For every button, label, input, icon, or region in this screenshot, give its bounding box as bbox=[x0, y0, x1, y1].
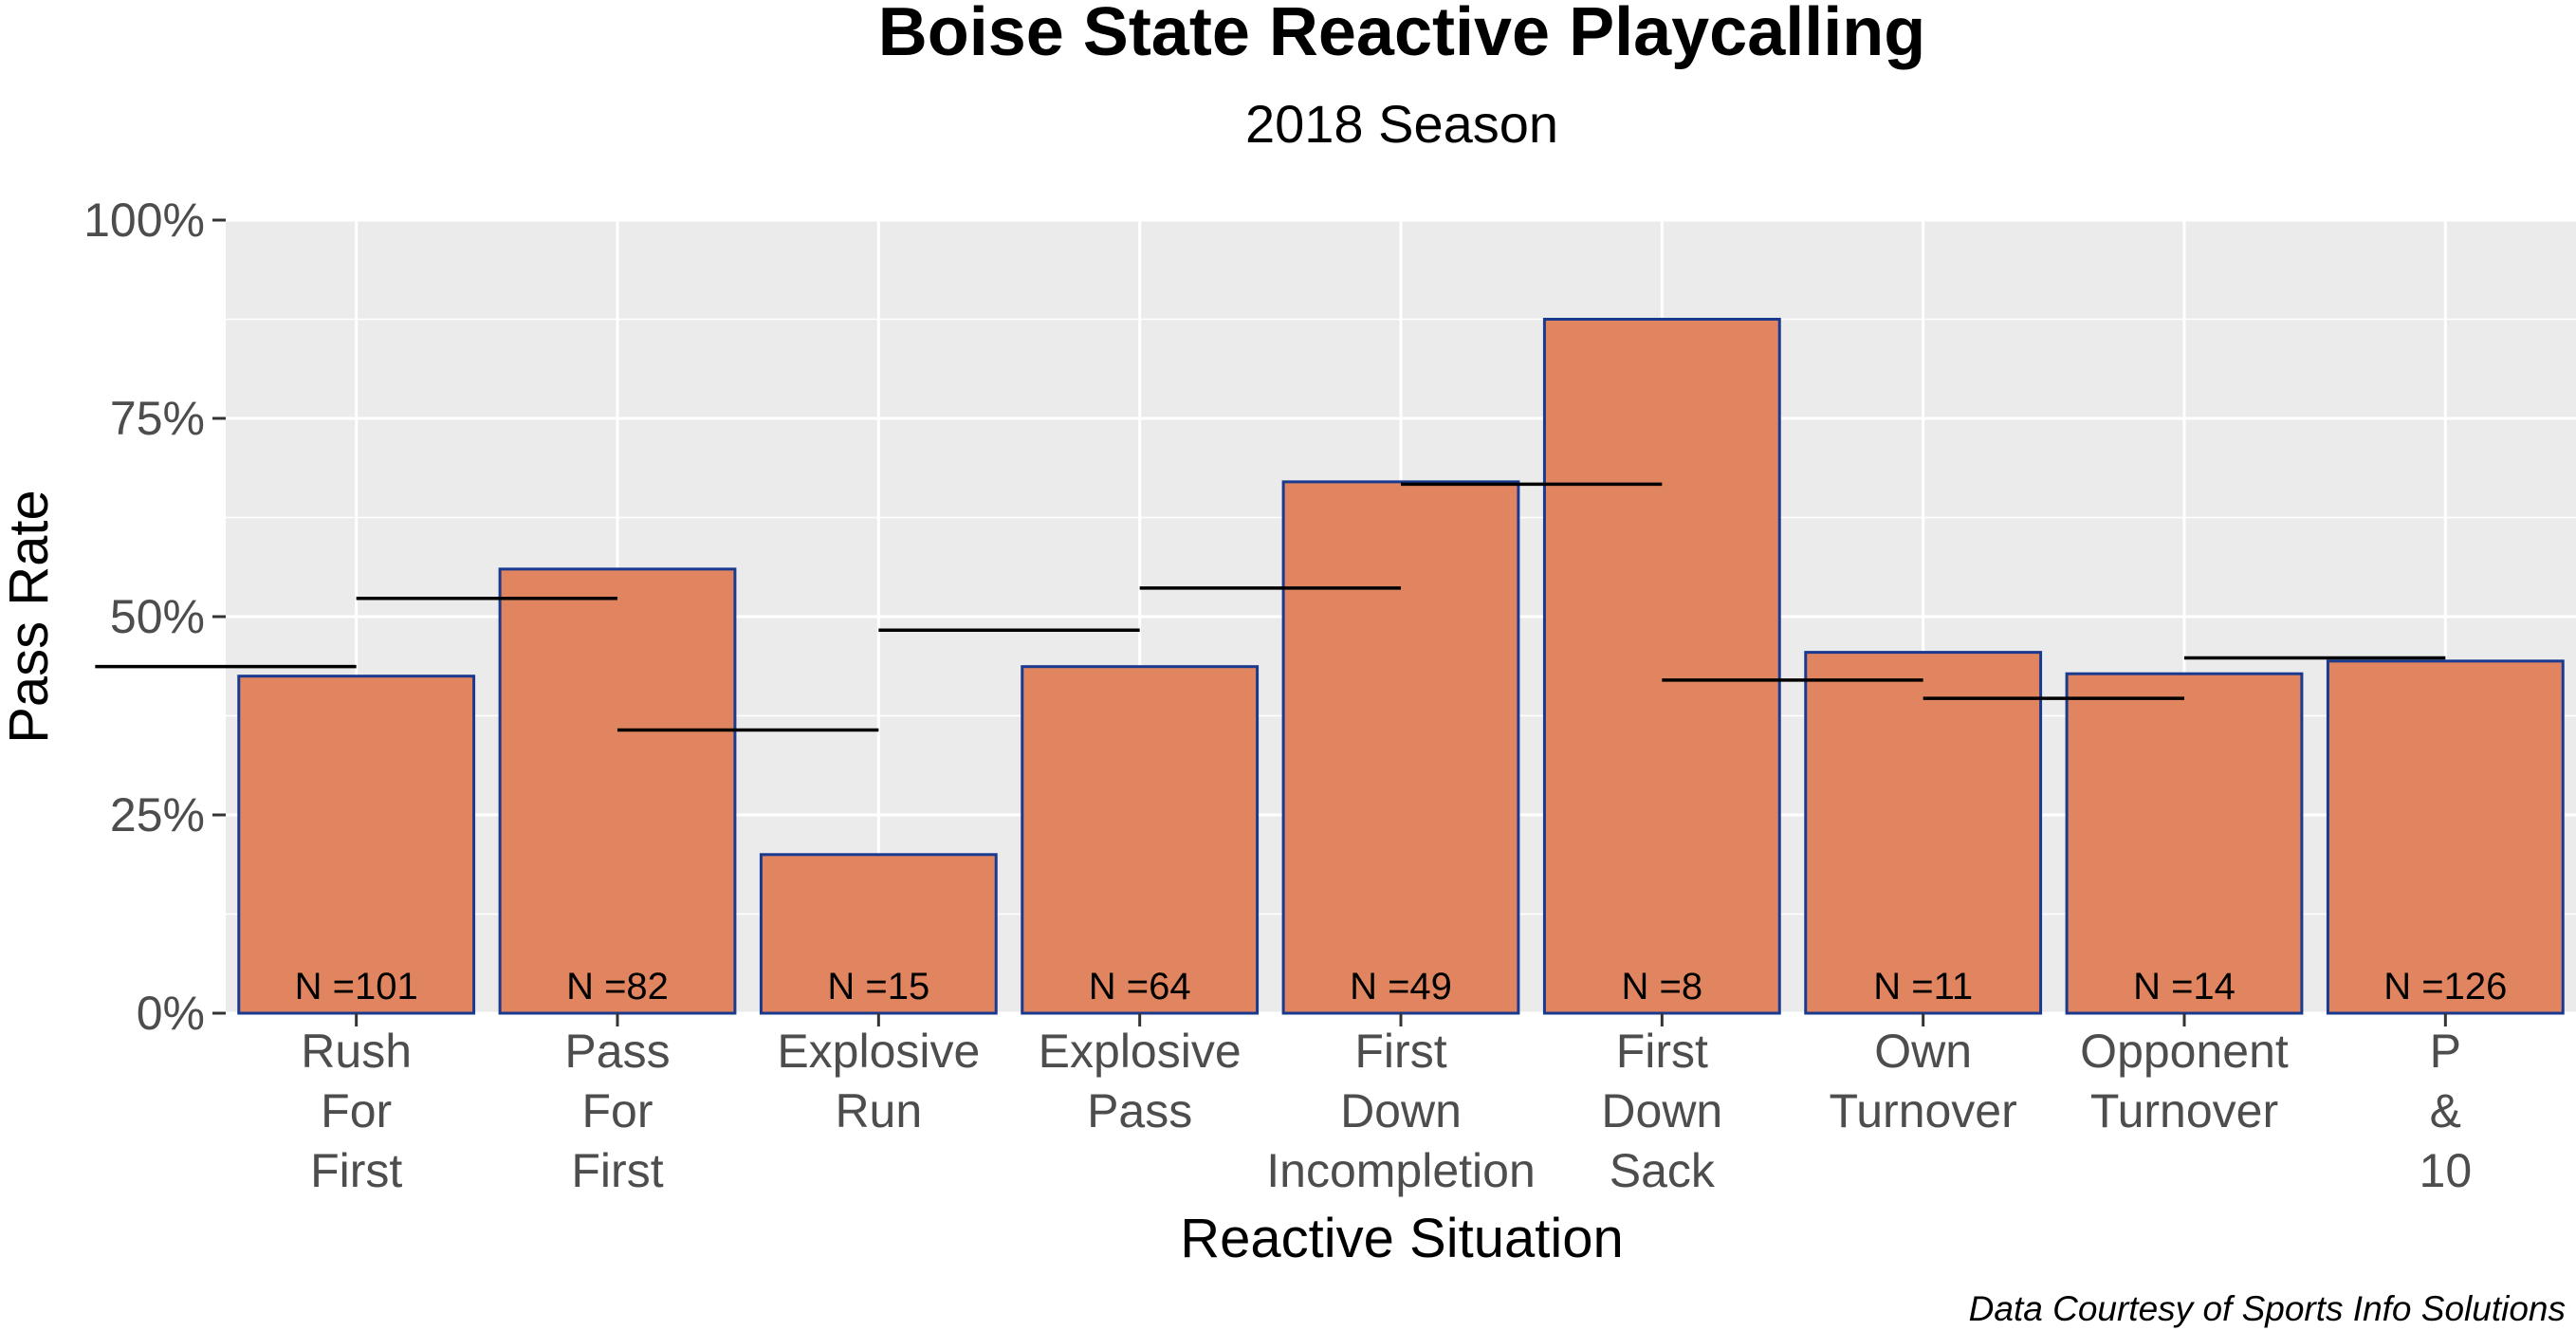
x-tick-label-line: P bbox=[2430, 1025, 2461, 1078]
y-tick-label: 75% bbox=[110, 392, 205, 445]
x-tick-label: First Down Sack bbox=[1601, 1025, 1722, 1197]
bar bbox=[1021, 665, 1260, 1015]
chart-caption: Data Courtesy of Sports Info Solutions bbox=[1969, 1289, 2566, 1328]
x-tick-label-line: Rush bbox=[301, 1025, 412, 1078]
chart-subtitle: 2018 Season bbox=[1245, 94, 1558, 154]
bars bbox=[237, 318, 2565, 1015]
y-axis: 0% 25% 50% 75% 100% bbox=[83, 194, 226, 1040]
y-tick-label: 50% bbox=[110, 590, 205, 643]
x-tick-label-line: Turnover bbox=[1830, 1084, 2017, 1137]
x-tick-label: P & 10 bbox=[2420, 1025, 2473, 1197]
y-tick-label: 25% bbox=[110, 788, 205, 841]
n-labels: N =101 N =82 N =15 N =64 N =49 N =8 N =11 N =14… bbox=[295, 966, 2508, 1007]
x-tick-label-line: Incompletion bbox=[1266, 1144, 1536, 1197]
bar bbox=[2065, 672, 2304, 1015]
n-label: N =8 bbox=[1622, 966, 1703, 1007]
n-label: N =64 bbox=[1089, 966, 1191, 1007]
x-tick-label: First Down Incompletion bbox=[1266, 1025, 1536, 1197]
x-tick-label-line: Pass bbox=[1087, 1084, 1192, 1137]
chart-title: Boise State Reactive Playcalling bbox=[878, 0, 1926, 70]
x-tick-label-line: Opponent bbox=[2080, 1025, 2289, 1078]
n-label: N =49 bbox=[1350, 966, 1452, 1007]
x-tick-label-line: 10 bbox=[2420, 1144, 2473, 1197]
x-tick-label: Pass For First bbox=[564, 1025, 670, 1197]
x-tick-label-line: & bbox=[2430, 1084, 2461, 1137]
x-tick-label-line: Down bbox=[1340, 1084, 1462, 1137]
x-tick-label-line: Own bbox=[1874, 1025, 1972, 1078]
x-tick-label: Rush For First bbox=[301, 1025, 412, 1197]
bar bbox=[498, 567, 737, 1015]
bar bbox=[1804, 651, 2043, 1015]
n-label: N =11 bbox=[1873, 966, 1973, 1007]
x-tick-label-line: First bbox=[1354, 1025, 1446, 1078]
x-tick-label: Opponent Turnover bbox=[2080, 1025, 2289, 1137]
x-tick-label-line: Sack bbox=[1610, 1144, 1716, 1197]
y-tick-label: 100% bbox=[83, 194, 205, 247]
n-label: N =82 bbox=[566, 966, 669, 1007]
n-label: N =14 bbox=[2133, 966, 2236, 1007]
x-tick-label-line: First bbox=[1616, 1025, 1708, 1078]
x-tick-label-line: First bbox=[571, 1144, 663, 1197]
x-axis-title: Reactive Situation bbox=[1180, 1208, 1623, 1269]
y-tick-label: 0% bbox=[137, 987, 205, 1040]
x-tick-label: Own Turnover bbox=[1830, 1025, 2017, 1137]
x-tick-label-line: For bbox=[582, 1084, 653, 1137]
bar bbox=[1542, 318, 1781, 1015]
x-tick-label-line: Explosive bbox=[1039, 1025, 1242, 1078]
x-tick-label-line: Run bbox=[835, 1084, 922, 1137]
n-label: N =126 bbox=[2383, 966, 2507, 1007]
x-tick-label-line: Pass bbox=[564, 1025, 670, 1078]
n-label: N =15 bbox=[827, 966, 929, 1007]
x-tick-label-line: First bbox=[310, 1144, 402, 1197]
x-tick-label-line: Explosive bbox=[777, 1025, 980, 1078]
y-axis-title: Pass Rate bbox=[0, 490, 60, 744]
x-tick-label-line: Down bbox=[1601, 1084, 1722, 1137]
bar bbox=[1281, 480, 1520, 1015]
bar bbox=[759, 853, 998, 1015]
n-label: N =101 bbox=[295, 966, 418, 1007]
x-tick-label-line: Turnover bbox=[2090, 1084, 2278, 1137]
reference-lines bbox=[95, 482, 2446, 732]
x-tick-label: Explosive Run bbox=[777, 1025, 980, 1137]
x-tick-label-line: For bbox=[321, 1084, 392, 1137]
bar bbox=[237, 675, 476, 1015]
x-tick-label: Explosive Pass bbox=[1039, 1025, 1242, 1137]
bar bbox=[2326, 659, 2565, 1015]
